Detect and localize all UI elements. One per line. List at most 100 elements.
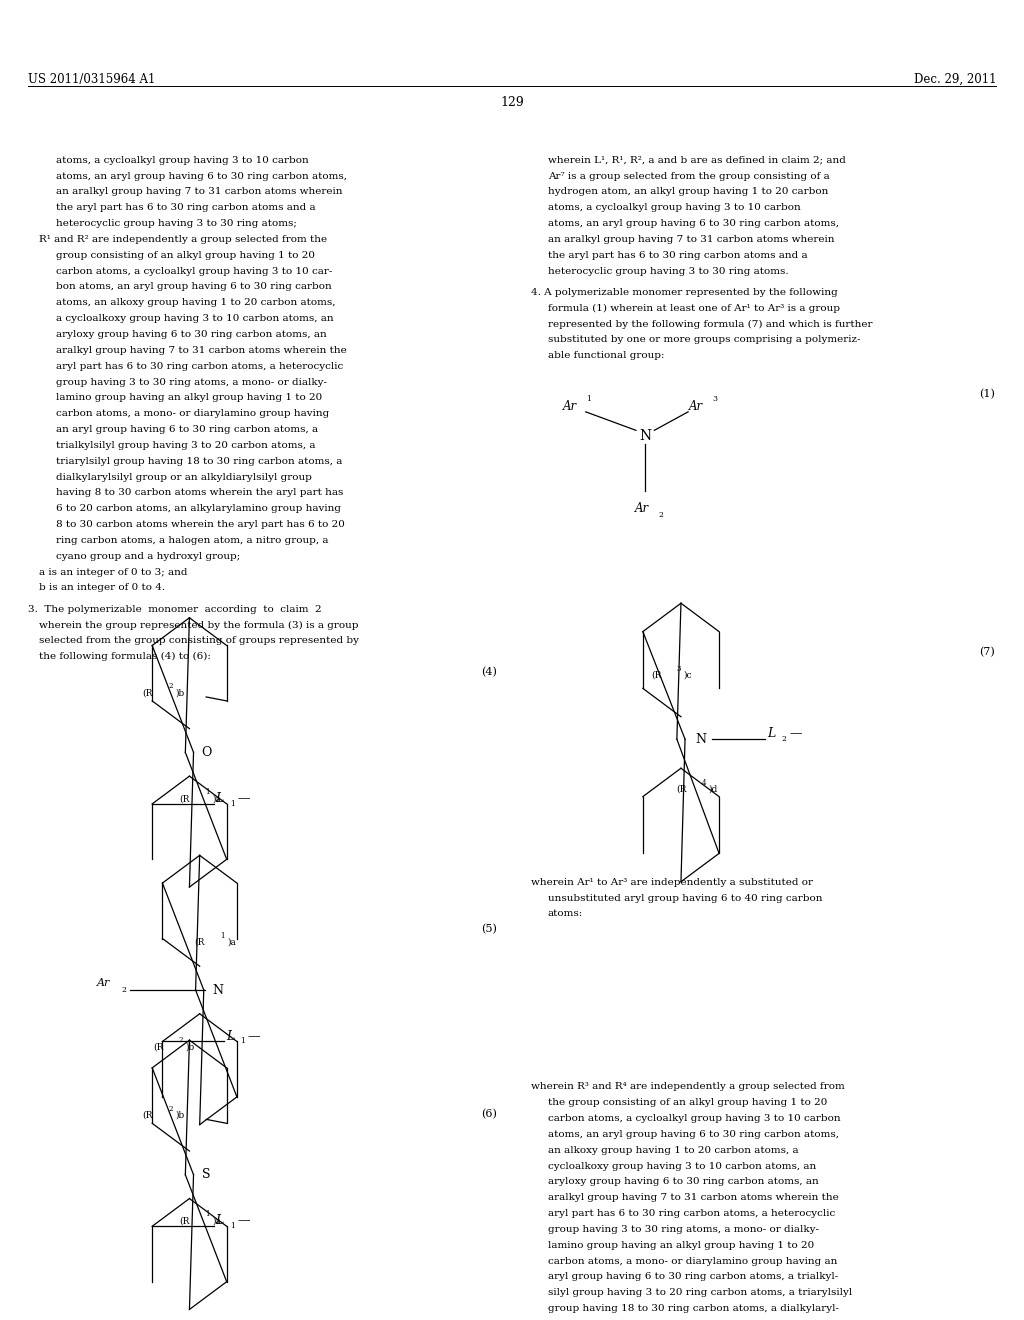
Text: wherein the group represented by the formula (3) is a group: wherein the group represented by the for… [39,620,358,630]
Text: Ar: Ar [97,978,111,989]
Text: )d: )d [709,785,718,793]
Text: unsubstituted aryl group having 6 to 40 ring carbon: unsubstituted aryl group having 6 to 40 … [548,894,822,903]
Text: Ar⁷ is a group selected from the group consisting of a: Ar⁷ is a group selected from the group c… [548,172,829,181]
Text: an alkoxy group having 1 to 20 carbon atoms, a: an alkoxy group having 1 to 20 carbon at… [548,1146,799,1155]
Text: L: L [767,727,775,741]
Text: carbon atoms, a cycloalkyl group having 3 to 10 car-: carbon atoms, a cycloalkyl group having … [56,267,333,276]
Text: triarylsilyl group having 18 to 30 ring carbon atoms, a: triarylsilyl group having 18 to 30 ring … [56,457,343,466]
Text: Ar: Ar [563,400,578,413]
Text: (R: (R [195,939,205,946]
Text: 129: 129 [500,96,524,110]
Text: an aralkyl group having 7 to 31 carbon atoms wherein: an aralkyl group having 7 to 31 carbon a… [548,235,835,244]
Text: aralkyl group having 7 to 31 carbon atoms wherein the: aralkyl group having 7 to 31 carbon atom… [548,1193,839,1203]
Text: atoms, a cycloalkyl group having 3 to 10 carbon: atoms, a cycloalkyl group having 3 to 10… [56,156,309,165]
Text: an aryl group having 6 to 30 ring carbon atoms, a: an aryl group having 6 to 30 ring carbon… [56,425,318,434]
Text: group having 18 to 30 ring carbon atoms, a dialkylaryl-: group having 18 to 30 ring carbon atoms,… [548,1304,839,1313]
Text: the following formulas (4) to (6):: the following formulas (4) to (6): [39,652,211,661]
Text: 1: 1 [205,1210,209,1218]
Text: (R: (R [676,785,686,793]
Text: 8 to 30 carbon atoms wherein the aryl part has 6 to 20: 8 to 30 carbon atoms wherein the aryl pa… [56,520,345,529]
Text: 1: 1 [205,788,209,796]
Text: ring carbon atoms, a halogen atom, a nitro group, a: ring carbon atoms, a halogen atom, a nit… [56,536,329,545]
Text: aryl group having 6 to 30 ring carbon atoms, a trialkyl-: aryl group having 6 to 30 ring carbon at… [548,1272,838,1282]
Text: (R: (R [179,795,189,803]
Text: atoms, a cycloalkyl group having 3 to 10 carbon: atoms, a cycloalkyl group having 3 to 10… [548,203,801,213]
Text: trialkylsilyl group having 3 to 20 carbon atoms, a: trialkylsilyl group having 3 to 20 carbo… [56,441,315,450]
Text: b is an integer of 0 to 4.: b is an integer of 0 to 4. [39,583,165,593]
Text: 1: 1 [241,1038,245,1045]
Text: the aryl part has 6 to 30 ring carbon atoms and a: the aryl part has 6 to 30 ring carbon at… [548,251,808,260]
Text: (R: (R [142,1111,154,1119]
Text: (6): (6) [480,1109,497,1119]
Text: )c: )c [684,671,692,680]
Text: )a: )a [212,1217,221,1225]
Text: formula (1) wherein at least one of Ar¹ to Ar³ is a group: formula (1) wherein at least one of Ar¹ … [548,304,840,313]
Text: —: — [248,1030,260,1043]
Text: )b: )b [185,1043,195,1051]
Text: L: L [216,792,224,805]
Text: substituted by one or more groups comprising a polymeriz-: substituted by one or more groups compri… [548,335,860,345]
Text: the aryl part has 6 to 30 ring carbon atoms and a: the aryl part has 6 to 30 ring carbon at… [56,203,316,213]
Text: 2: 2 [122,986,127,994]
Text: US 2011/0315964 A1: US 2011/0315964 A1 [28,73,155,86]
Text: 3.  The polymerizable  monomer  according  to  claim  2: 3. The polymerizable monomer according t… [28,605,322,614]
Text: )a: )a [212,795,221,803]
Text: atoms, an aryl group having 6 to 30 ring carbon atoms,: atoms, an aryl group having 6 to 30 ring… [56,172,347,181]
Text: (R: (R [153,1043,164,1051]
Text: lamino group having an alkyl group having 1 to 20: lamino group having an alkyl group havin… [548,1241,814,1250]
Text: N: N [695,733,707,746]
Text: N: N [212,983,223,997]
Text: heterocyclic group having 3 to 30 ring atoms.: heterocyclic group having 3 to 30 ring a… [548,267,788,276]
Text: 2: 2 [168,682,173,690]
Text: Dec. 29, 2011: Dec. 29, 2011 [913,73,996,86]
Text: atoms:: atoms: [548,909,583,919]
Text: 3: 3 [677,664,681,673]
Text: heterocyclic group having 3 to 30 ring atoms;: heterocyclic group having 3 to 30 ring a… [56,219,297,228]
Text: (5): (5) [480,924,497,935]
Text: carbon atoms, a mono- or diarylamino group having: carbon atoms, a mono- or diarylamino gro… [56,409,330,418]
Text: carbon atoms, a cycloalkyl group having 3 to 10 carbon: carbon atoms, a cycloalkyl group having … [548,1114,841,1123]
Text: bon atoms, an aryl group having 6 to 30 ring carbon: bon atoms, an aryl group having 6 to 30 … [56,282,332,292]
Text: group having 3 to 30 ring atoms, a mono- or dialky-: group having 3 to 30 ring atoms, a mono-… [548,1225,819,1234]
Text: 1: 1 [586,395,591,403]
Text: hydrogen atom, an alkyl group having 1 to 20 carbon: hydrogen atom, an alkyl group having 1 t… [548,187,828,197]
Text: group having 3 to 30 ring atoms, a mono- or dialky-: group having 3 to 30 ring atoms, a mono-… [56,378,328,387]
Text: Ar: Ar [689,400,703,413]
Text: —: — [238,1214,250,1228]
Text: (R: (R [179,1217,189,1225]
Text: represented by the following formula (7) and which is further: represented by the following formula (7)… [548,319,872,329]
Text: 2: 2 [781,735,786,743]
Text: able functional group:: able functional group: [548,351,665,360]
Text: dialkylarylsilyl group or an alkyldiarylsilyl group: dialkylarylsilyl group or an alkyldiaryl… [56,473,312,482]
Text: aryl part has 6 to 30 ring carbon atoms, a heterocyclic: aryl part has 6 to 30 ring carbon atoms,… [56,362,344,371]
Text: aralkyl group having 7 to 31 carbon atoms wherein the: aralkyl group having 7 to 31 carbon atom… [56,346,347,355]
Text: wherein R³ and R⁴ are independently a group selected from: wherein R³ and R⁴ are independently a gr… [531,1082,845,1092]
Text: a is an integer of 0 to 3; and: a is an integer of 0 to 3; and [39,568,187,577]
Text: )b: )b [175,1111,184,1119]
Text: an aralkyl group having 7 to 31 carbon atoms wherein: an aralkyl group having 7 to 31 carbon a… [56,187,343,197]
Text: group consisting of an alkyl group having 1 to 20: group consisting of an alkyl group havin… [56,251,315,260]
Text: (R: (R [651,671,662,680]
Text: cycloalkoxy group having 3 to 10 carbon atoms, an: cycloalkoxy group having 3 to 10 carbon … [548,1162,816,1171]
Text: 2: 2 [178,1036,183,1044]
Text: 1: 1 [220,932,224,940]
Text: )b: )b [175,689,184,697]
Text: wherein L¹, R¹, R², a and b are as defined in claim 2; and: wherein L¹, R¹, R², a and b are as defin… [548,156,846,165]
Text: 4. A polymerizable monomer represented by the following: 4. A polymerizable monomer represented b… [531,288,839,297]
Text: —: — [790,727,802,741]
Text: selected from the group consisting of groups represented by: selected from the group consisting of gr… [39,636,358,645]
Text: S: S [202,1168,210,1181]
Text: Ar: Ar [635,502,649,515]
Text: silyl group having 3 to 20 ring carbon atoms, a triarylsilyl: silyl group having 3 to 20 ring carbon a… [548,1288,852,1298]
Text: aryloxy group having 6 to 30 ring carbon atoms, an: aryloxy group having 6 to 30 ring carbon… [548,1177,818,1187]
Text: lamino group having an alkyl group having 1 to 20: lamino group having an alkyl group havin… [56,393,323,403]
Text: O: O [202,746,212,759]
Text: )a: )a [227,939,237,946]
Text: L: L [216,1214,224,1228]
Text: atoms, an aryl group having 6 to 30 ring carbon atoms,: atoms, an aryl group having 6 to 30 ring… [548,1130,839,1139]
Text: 2: 2 [168,1105,173,1113]
Text: wherein Ar¹ to Ar³ are independently a substituted or: wherein Ar¹ to Ar³ are independently a s… [531,878,813,887]
Text: cyano group and a hydroxyl group;: cyano group and a hydroxyl group; [56,552,241,561]
Text: 4: 4 [701,779,706,787]
Text: 3: 3 [713,395,718,403]
